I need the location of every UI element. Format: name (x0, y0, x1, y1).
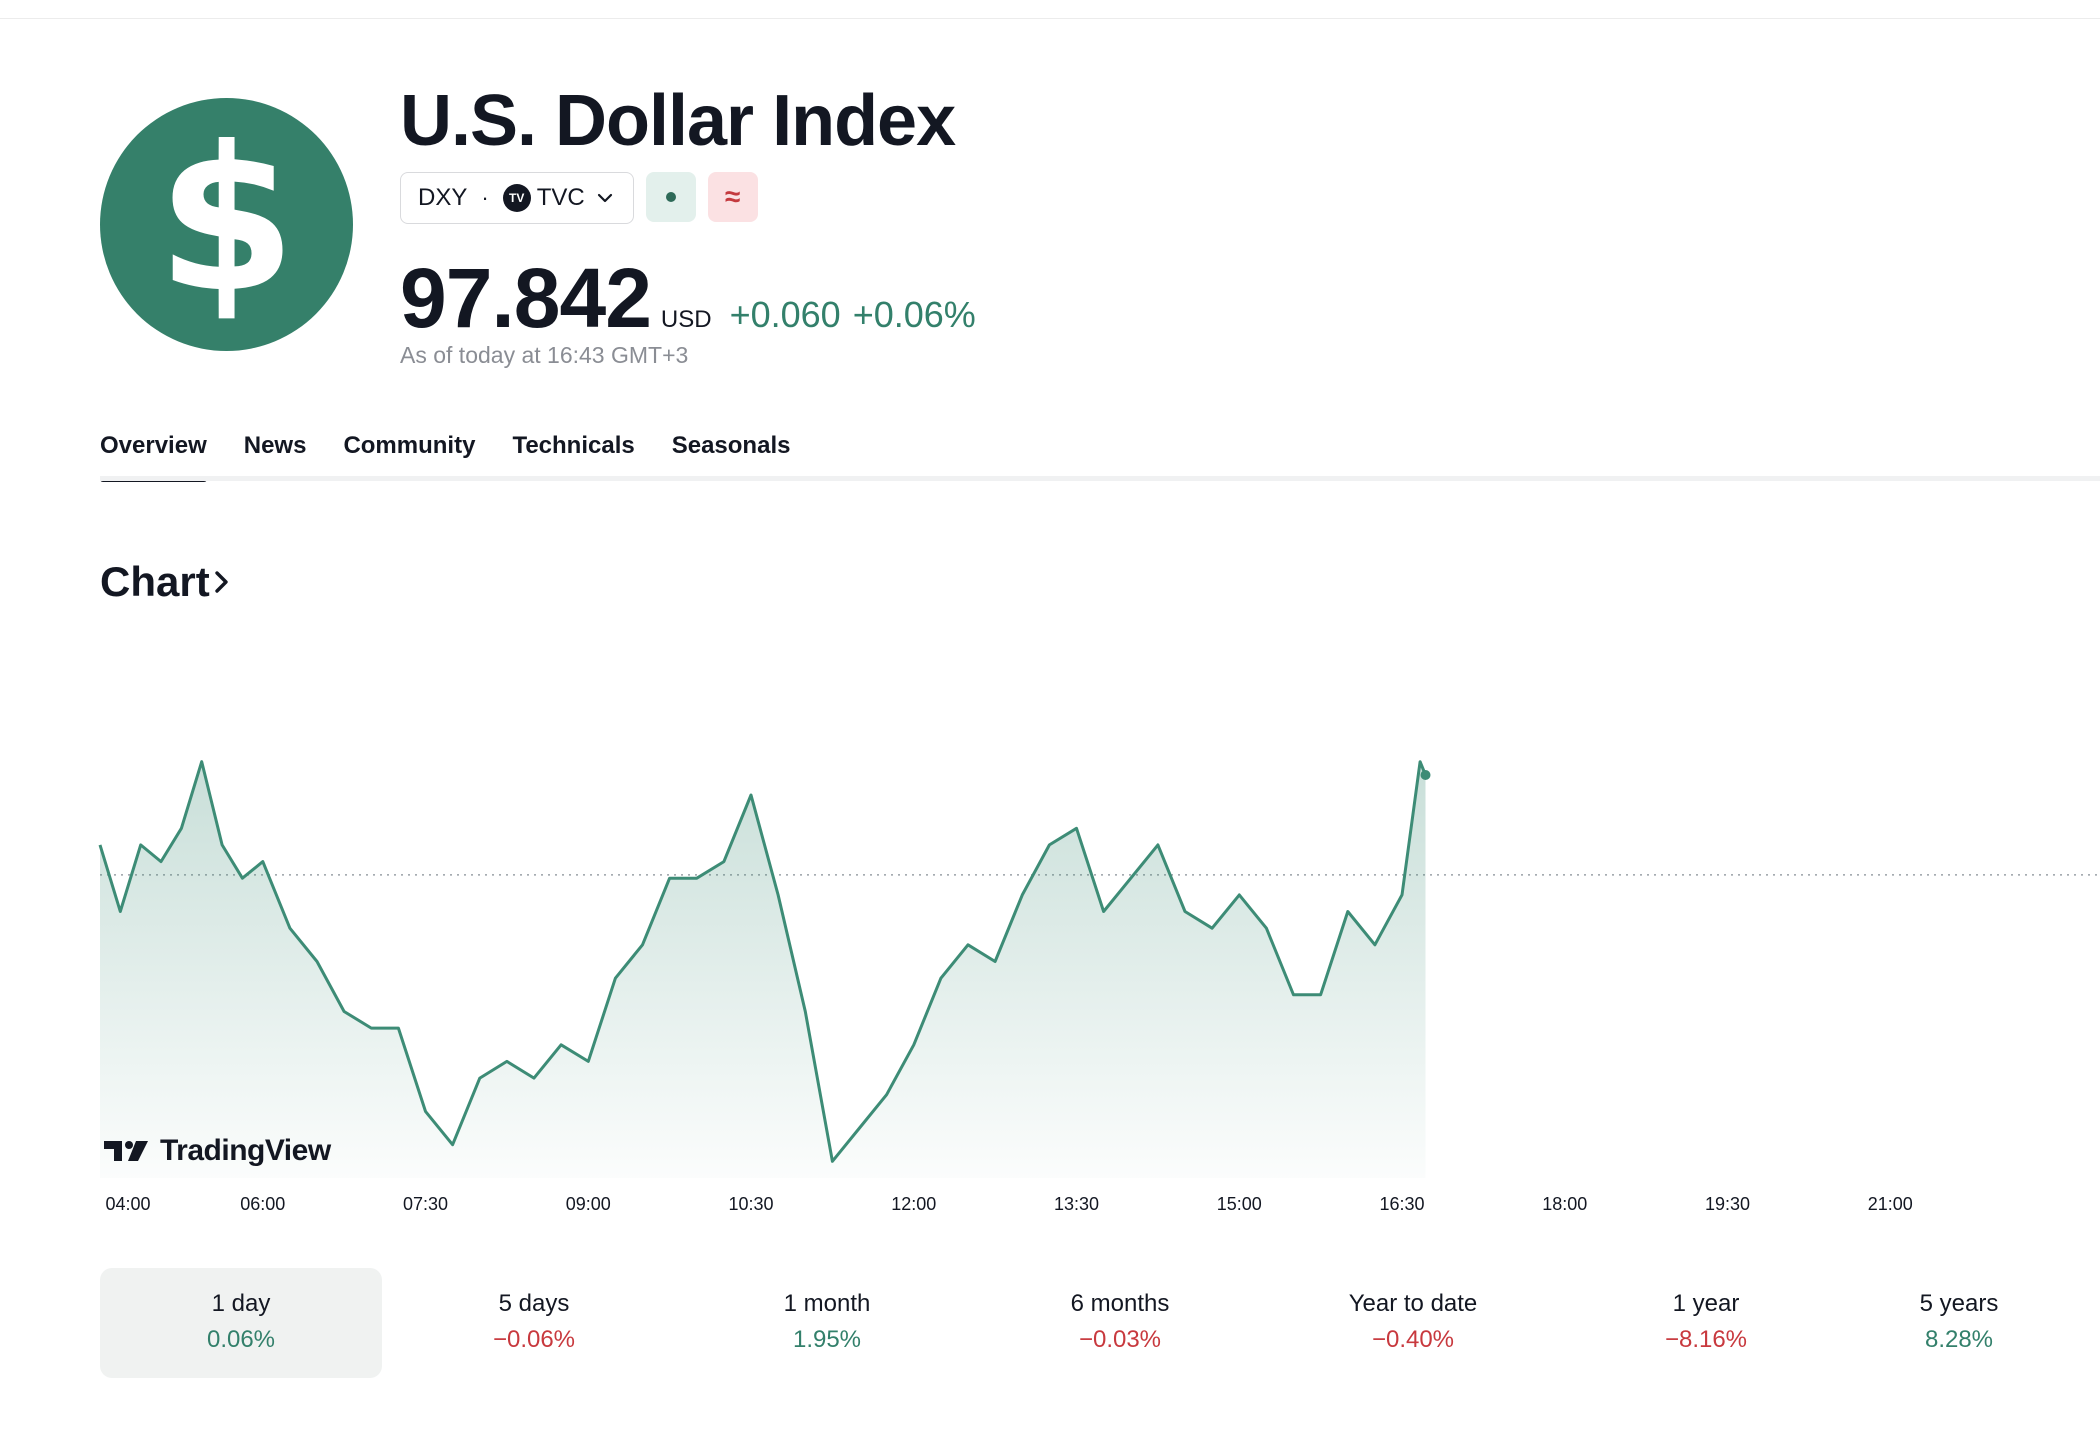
market-status-badge[interactable] (645, 172, 696, 222)
period-year-to-date[interactable]: Year to date −0.40% (1272, 1268, 1554, 1378)
tab-technicals[interactable]: Technicals (512, 432, 635, 459)
tradingview-logo-icon (102, 1137, 150, 1165)
price-area-fill (100, 761, 1426, 1178)
x-axis-tick-label: 06:00 (240, 1194, 285, 1214)
x-axis-tick-label: 19:30 (1705, 1194, 1750, 1214)
symbol-ticker: DXY (418, 184, 468, 211)
period-change: −8.16% (1664, 1326, 1748, 1353)
period-label: 5 years (1919, 1290, 1999, 1317)
period-change: −0.06% (492, 1326, 576, 1353)
period-change: −0.03% (1078, 1326, 1162, 1353)
page-title: U.S. Dollar Index (400, 81, 956, 161)
tradingview-wordmark: TradingView (160, 1134, 331, 1167)
as-of-timestamp: As of today at 16:43 GMT+3 (400, 342, 689, 368)
period-1-year[interactable]: 1 year −8.16% (1565, 1268, 1847, 1378)
period-5-days[interactable]: 5 days −0.06% (393, 1268, 675, 1378)
dollar-logo-glyph: $ (156, 103, 297, 337)
price-change: +0.060 (729, 294, 841, 335)
exchange-logo-icon: TV (502, 184, 531, 212)
period-label: 1 month (783, 1290, 871, 1317)
period-label: Year to date (1348, 1290, 1478, 1317)
x-axis-tick-label: 10:30 (728, 1194, 773, 1214)
symbol-separator: · (481, 185, 489, 210)
price-change-percent: +0.06% (852, 294, 976, 335)
period-label: 6 months (1070, 1290, 1170, 1317)
period-6-months[interactable]: 6 months −0.03% (979, 1268, 1261, 1378)
symbol-selector[interactable]: DXY · TV TVC (400, 172, 634, 224)
dollar-logo: $ (100, 98, 353, 351)
last-price-marker (1420, 769, 1431, 780)
exchange-name: TVC (536, 184, 585, 211)
period-performance-row: 1 day 0.06% 5 days −0.06% 1 month 1.95% … (100, 1268, 2100, 1378)
x-axis-tick-label: 07:30 (403, 1194, 448, 1214)
top-divider (0, 18, 2100, 19)
period-label: 1 year (1672, 1290, 1740, 1317)
x-axis-tick-label: 16:30 (1379, 1194, 1424, 1214)
tab-community[interactable]: Community (343, 432, 476, 459)
period-label: 1 day (211, 1290, 271, 1317)
x-axis-tick-label: 04:00 (105, 1194, 150, 1214)
last-price: 97.842 (400, 251, 652, 345)
tab-news[interactable]: News (243, 432, 307, 459)
price-chart[interactable]: 04:00 06:00 07:30 09:00 10:30 12:00 13:30 15:00… (0, 700, 2100, 1220)
x-axis-tick-label: 18:00 (1542, 1194, 1587, 1214)
period-change: 8.28% (1924, 1326, 1994, 1353)
market-status-dot-icon (665, 192, 676, 202)
tabs-divider (100, 476, 2100, 481)
delayed-data-badge[interactable]: ≈ (707, 172, 758, 222)
price-series-line (98, 760, 1427, 1163)
period-label: 5 days (498, 1290, 570, 1317)
period-change: −0.40% (1371, 1326, 1455, 1353)
tradingview-watermark: TradingView (102, 1134, 331, 1168)
x-axis-tick-label: 15:00 (1217, 1194, 1262, 1214)
period-change: 0.06% (206, 1326, 276, 1353)
chevron-right-icon (214, 569, 230, 595)
chart-heading-label: Chart (100, 558, 210, 605)
tab-overview[interactable]: Overview (100, 432, 207, 482)
x-axis-tick-label: 21:00 (1868, 1194, 1913, 1214)
period-5-years[interactable]: 5 years 8.28% (1818, 1268, 2100, 1378)
price-row: 97.842 USD +0.060 +0.06% (400, 250, 976, 347)
x-axis-tick-label: 09:00 (566, 1194, 611, 1214)
symbol-row: DXY · TV TVC ≈ (400, 172, 758, 224)
x-axis-tick-label: 13:30 (1054, 1194, 1099, 1214)
x-axis-tick-label: 12:00 (891, 1194, 936, 1214)
period-1-month[interactable]: 1 month 1.95% (686, 1268, 968, 1378)
period-change: 1.95% (792, 1326, 862, 1353)
price-currency: USD (660, 306, 712, 333)
chevron-down-icon (597, 193, 613, 203)
tab-seasonals[interactable]: Seasonals (671, 432, 791, 459)
chart-heading-link[interactable]: Chart (100, 558, 230, 606)
period-1-day[interactable]: 1 day 0.06% (100, 1268, 382, 1378)
section-tabs: Overview News Community Technicals Seaso… (100, 432, 791, 482)
